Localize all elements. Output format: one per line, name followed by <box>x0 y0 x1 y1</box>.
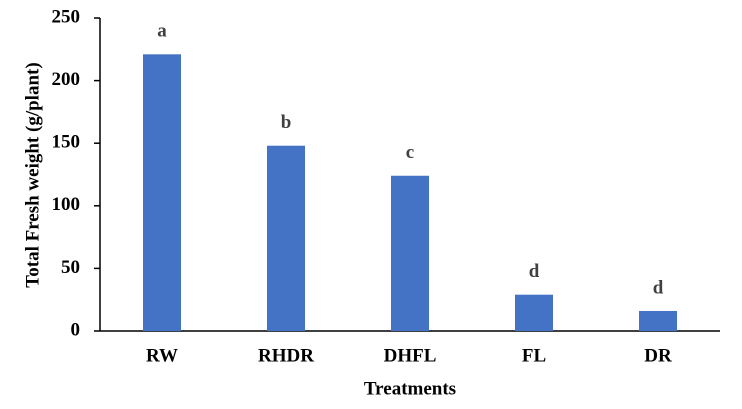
bar <box>515 294 553 331</box>
x-axis-label: Treatments <box>364 378 456 399</box>
bar <box>391 175 429 331</box>
x-tick-label: FL <box>522 345 546 366</box>
significance-letter: d <box>653 277 664 298</box>
y-tick-label: 100 <box>52 194 81 215</box>
y-tick-label: 0 <box>71 319 81 340</box>
significance-letter: c <box>406 142 414 163</box>
y-tick-label: 200 <box>52 69 81 90</box>
bar <box>267 145 305 331</box>
significance-letter: a <box>157 21 167 42</box>
x-tick-label: RHDR <box>258 345 314 366</box>
significance-letter: d <box>529 261 540 282</box>
x-tick-label: RW <box>146 345 178 366</box>
significance-letter: b <box>281 112 292 133</box>
bar <box>143 54 181 332</box>
x-tick-label: DHFL <box>384 345 437 366</box>
y-axis-label: Total Fresh weight (g/plant) <box>22 62 43 287</box>
y-tick-label: 250 <box>52 6 81 27</box>
bar <box>639 310 677 331</box>
y-tick-label: 150 <box>52 132 81 153</box>
x-tick-label: DR <box>644 345 672 366</box>
y-tick-label: 50 <box>61 257 80 278</box>
